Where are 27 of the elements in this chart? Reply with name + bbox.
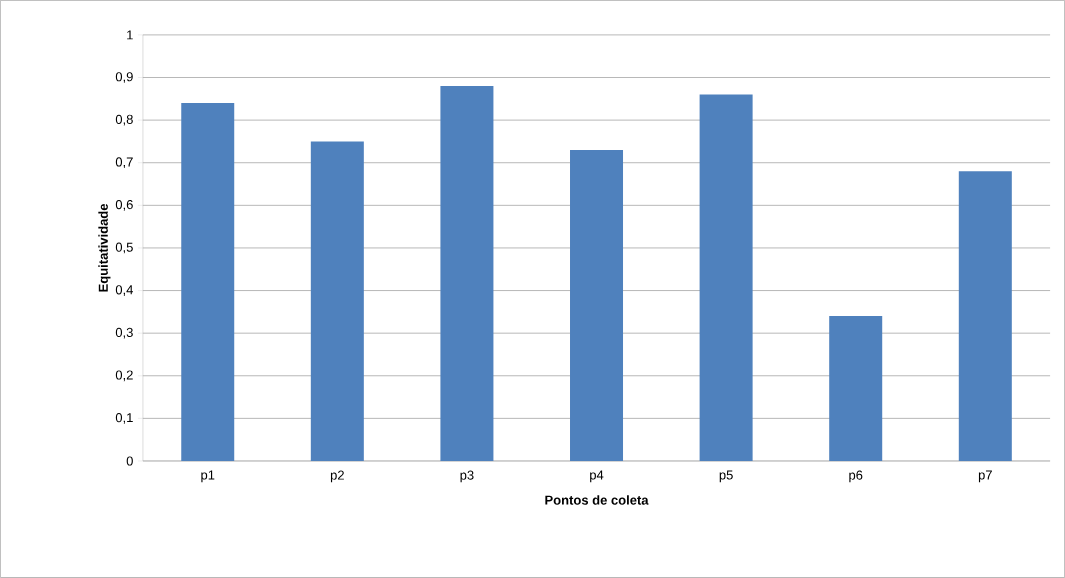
y-tick-label: 0,6	[115, 200, 133, 211]
y-axis-title: Equitatividade	[98, 204, 111, 292]
y-tick-label: 0,4	[115, 285, 134, 296]
bar	[440, 86, 494, 462]
x-tick-label: p4	[590, 470, 604, 483]
y-tick-label: 0,3	[115, 327, 133, 339]
y-tick-label: 1	[127, 30, 133, 40]
bar	[181, 103, 235, 462]
bar	[699, 94, 753, 462]
y-tick-label: 0,5	[115, 242, 133, 254]
y-tick-label: 0,7	[115, 157, 133, 169]
y-tick-label: 0,9	[115, 72, 133, 83]
y-tick-label: 0	[126, 456, 133, 466]
x-tick-label: p1	[201, 470, 215, 483]
bar	[958, 171, 1012, 462]
y-tick-label: 0,8	[115, 114, 133, 126]
x-tick-label: p6	[849, 470, 863, 483]
bar	[829, 316, 883, 462]
y-tick-label: 0,1	[115, 413, 133, 424]
y-tick-label: 0,2	[115, 370, 133, 382]
x-tick-label: p3	[460, 470, 474, 483]
x-tick-label: p2	[330, 470, 344, 483]
bar	[570, 149, 624, 462]
bar	[310, 141, 364, 462]
x-axis-title: Pontos de coleta	[545, 495, 649, 505]
x-tick-label: p7	[978, 470, 992, 483]
x-tick-label: p5	[719, 470, 733, 483]
